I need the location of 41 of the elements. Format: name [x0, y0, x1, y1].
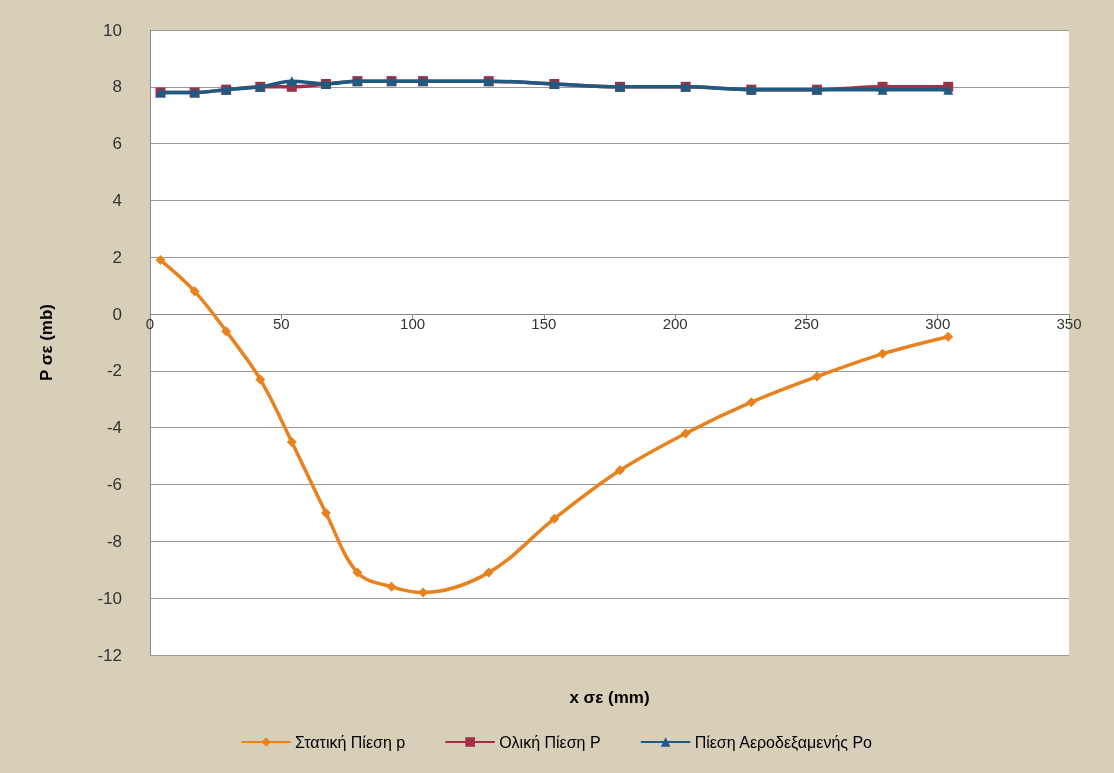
point — [386, 581, 397, 592]
legend-label: Στατική Πίεση p — [295, 733, 406, 751]
point — [189, 286, 200, 297]
x-tick-label: 350 — [1056, 315, 1082, 333]
x-tick-label: 50 — [272, 315, 290, 333]
y-tick-label: 6 — [112, 134, 122, 154]
legend-label: Ολική Πίεση P — [499, 733, 601, 751]
point — [549, 513, 560, 524]
point — [746, 397, 757, 408]
point — [286, 436, 297, 447]
y-tick-label: -8 — [106, 531, 122, 551]
x-tick-label: 0 — [145, 315, 155, 333]
point — [286, 76, 297, 87]
y-tick-label: -2 — [106, 361, 122, 381]
x-tick-label: 250 — [793, 315, 819, 333]
x-tick-label: 200 — [662, 315, 688, 333]
y-tick-label: -12 — [97, 645, 122, 665]
y-axis-title: P σε (mb) — [37, 304, 56, 381]
point — [155, 255, 166, 266]
point — [943, 331, 954, 342]
y-tick-label: -4 — [106, 418, 122, 438]
x-axis-title: x σε (mm) — [569, 687, 650, 707]
y-tick-label: 4 — [112, 190, 122, 210]
point — [483, 567, 494, 578]
x-tick-label: 100 — [400, 315, 426, 333]
point — [680, 428, 691, 439]
point — [255, 374, 266, 385]
y-tick-label: 8 — [112, 77, 122, 97]
point — [615, 465, 625, 476]
point — [352, 567, 363, 578]
point — [221, 326, 232, 337]
legend-label: Πίεση Αεροδεξαμενής Po — [694, 733, 873, 752]
x-tick-label: 300 — [925, 315, 951, 333]
point — [811, 371, 822, 382]
point — [877, 348, 888, 359]
y-tick-label: -6 — [106, 475, 122, 495]
point — [320, 507, 331, 518]
y-tick-label: 10 — [103, 20, 122, 40]
y-tick-label: -10 — [97, 588, 122, 608]
y-tick-label: 2 — [112, 247, 122, 267]
x-tick-label: 150 — [531, 315, 557, 333]
